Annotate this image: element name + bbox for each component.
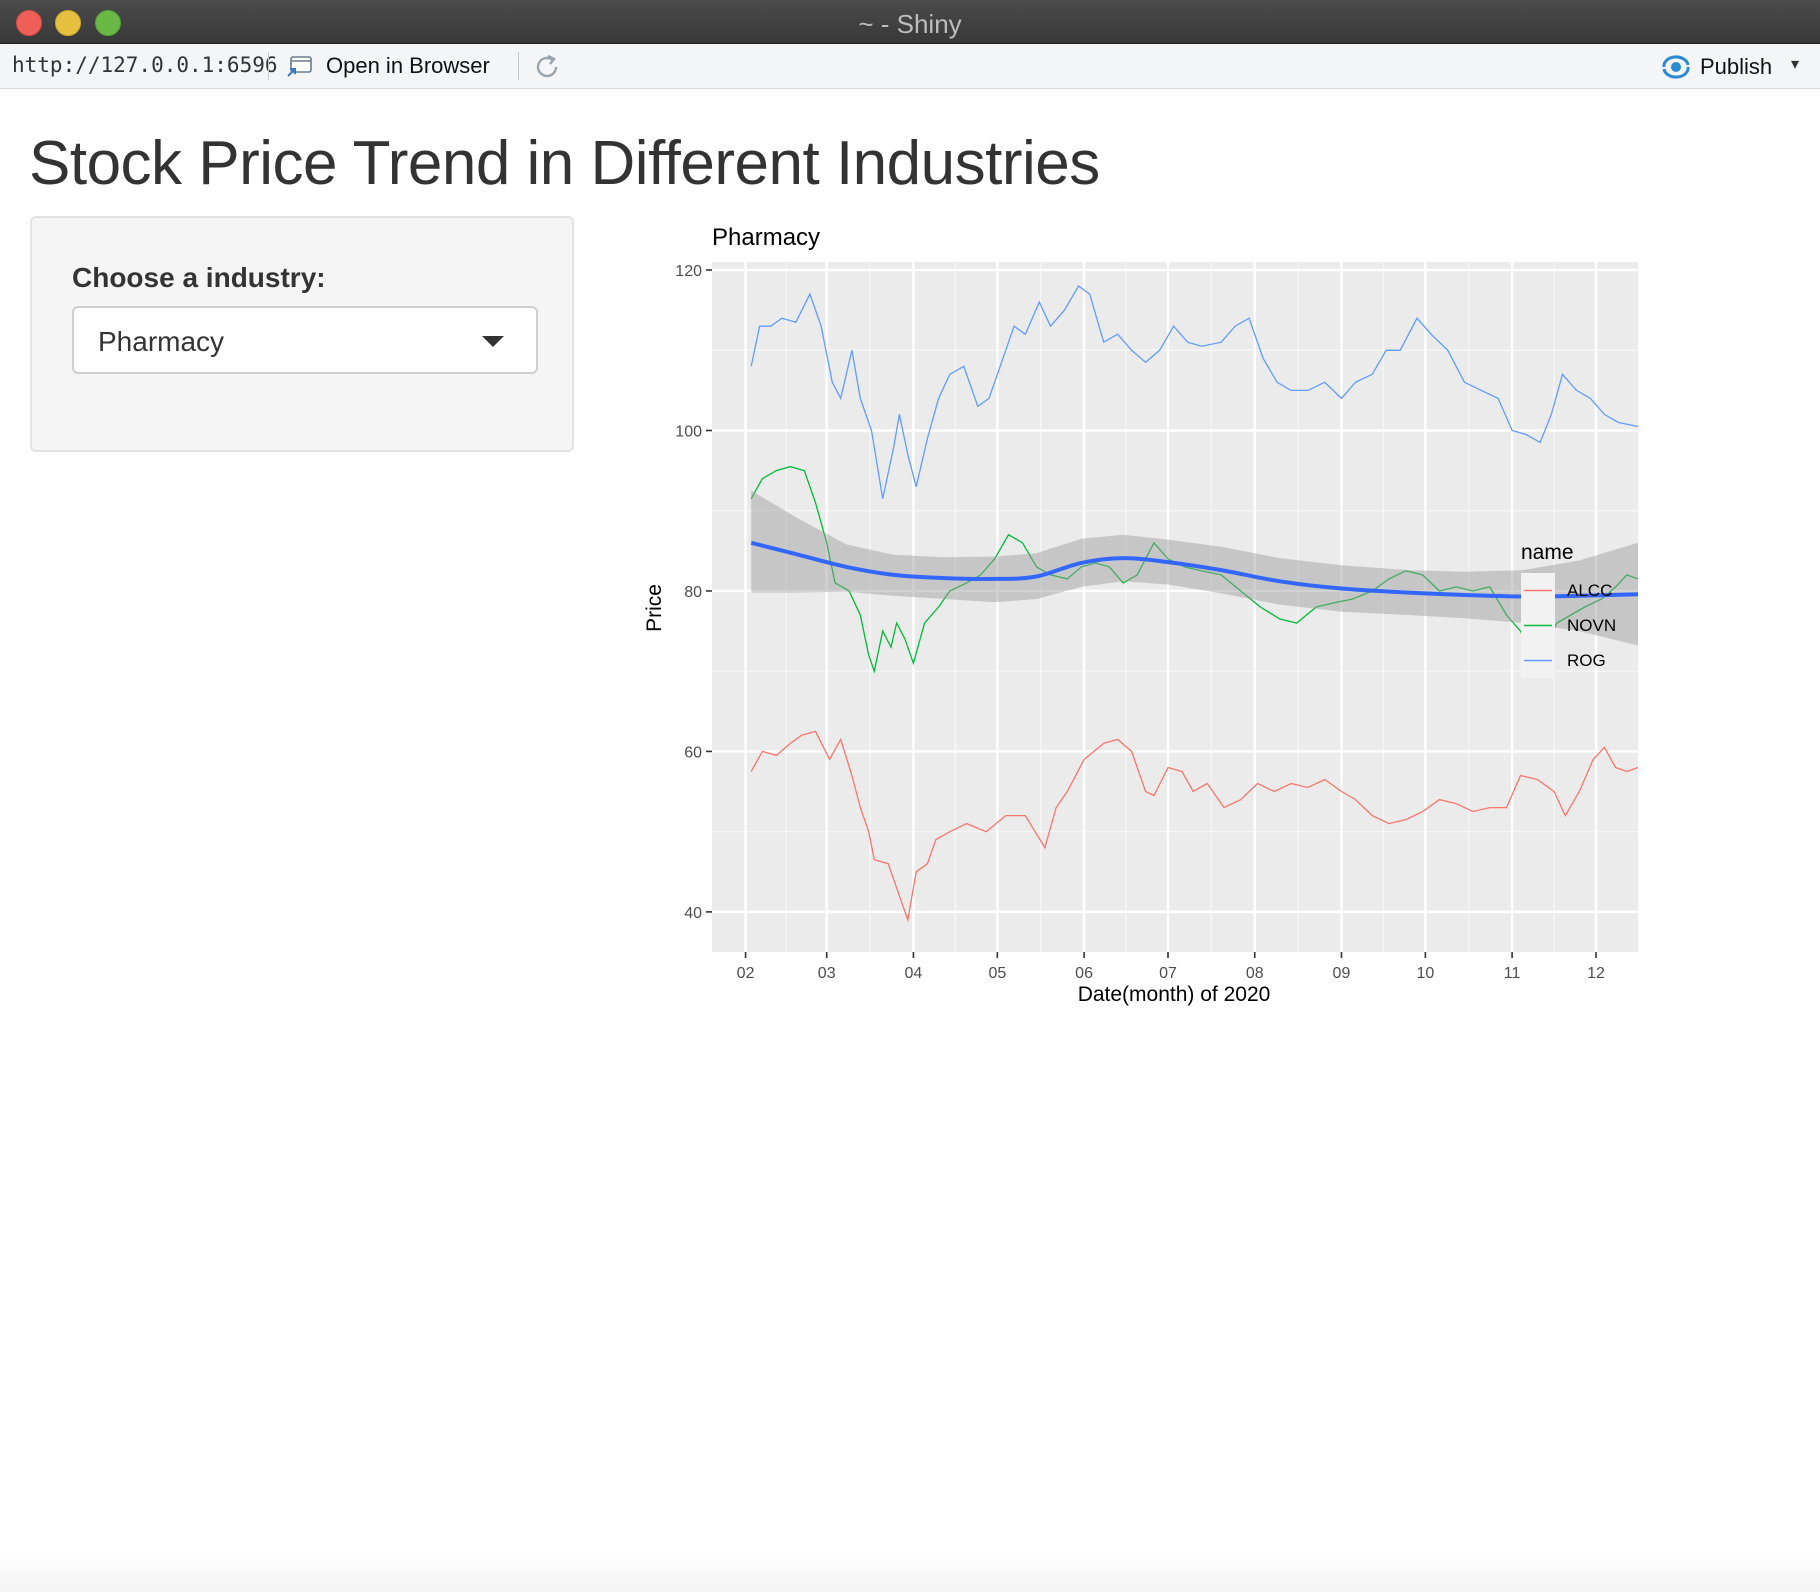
open-in-browser-icon[interactable] — [286, 54, 314, 84]
stock-price-chart: 40 60 80 100 120 02 03 04 05 06 07 08 09 10 11 12 Pharma… — [643, 224, 1639, 1006]
smooth-trend-line — [750, 540, 1639, 599]
toolbar-divider — [518, 52, 519, 80]
x-tick-label: 04 — [905, 965, 923, 982]
viewer-toolbar: http://127.0.0.1:6596 Open in Browser Pu… — [0, 44, 1820, 89]
open-in-browser-button[interactable]: Open in Browser — [326, 53, 490, 78]
toolbar-divider — [268, 52, 269, 80]
x-tick-label: 09 — [1333, 965, 1351, 982]
chart-title: Pharmacy — [712, 224, 820, 251]
x-tick-label: 02 — [737, 965, 755, 982]
close-window-button[interactable] — [16, 10, 42, 36]
y-tick-label: 120 — [675, 263, 702, 280]
x-axis-label: Date(month) of 2020 — [1078, 983, 1271, 1006]
publish-button[interactable]: Publish — [1700, 54, 1773, 79]
window-title: ~ - Shiny — [858, 9, 962, 39]
legend-title: name — [1521, 541, 1574, 564]
x-tick-label: 06 — [1075, 965, 1093, 982]
industry-select-value: Pharmacy — [98, 326, 225, 357]
series-line-alcc — [750, 730, 1639, 923]
refresh-icon[interactable] — [532, 52, 562, 88]
chevron-down-icon — [482, 335, 504, 353]
legend-label: ALCC — [1567, 581, 1612, 600]
y-tick-label: 40 — [684, 905, 702, 922]
industry-label: Choose a industry: — [72, 262, 326, 293]
legend: ALCC NOVN ROG — [1521, 573, 1616, 678]
url-field[interactable]: http://127.0.0.1:6596 — [12, 53, 278, 77]
x-tick-label: 08 — [1246, 965, 1264, 982]
legend-label: ROG — [1567, 651, 1606, 670]
minimize-window-button[interactable] — [55, 10, 81, 36]
smooth-confidence-band — [751, 490, 1638, 646]
window-bottom-edge — [0, 1552, 1820, 1592]
y-tick-label: 80 — [684, 584, 702, 601]
y-tick-label: 100 — [675, 423, 702, 440]
x-tick-label: 11 — [1504, 965, 1521, 982]
chart-container: 40 60 80 100 120 02 03 04 05 06 07 08 09 10 11 12 Pharma… — [630, 216, 1805, 1021]
sidebar-panel: Choose a industry: Pharmacy — [30, 216, 574, 452]
industry-select[interactable]: Pharmacy — [72, 306, 538, 374]
x-tick-label: 12 — [1587, 965, 1605, 982]
publish-icon[interactable] — [1660, 53, 1692, 87]
series-line-rog — [750, 285, 1639, 499]
window-titlebar: ~ - Shiny — [0, 0, 1820, 44]
x-tick-label: 05 — [988, 965, 1006, 982]
page-title: Stock Price Trend in Different Industrie… — [29, 129, 1100, 198]
series-line-novn — [750, 465, 1639, 674]
legend-label: NOVN — [1567, 616, 1616, 635]
x-tick-label: 10 — [1416, 965, 1434, 982]
x-tick-label: 03 — [818, 965, 836, 982]
zoom-window-button[interactable] — [95, 10, 121, 36]
plot-panel — [712, 262, 1638, 952]
y-axis-label: Price — [643, 584, 666, 632]
publish-menu-caret-icon[interactable]: ▾ — [1791, 56, 1800, 73]
y-tick-label: 60 — [684, 744, 702, 761]
x-tick-label: 07 — [1159, 965, 1177, 982]
